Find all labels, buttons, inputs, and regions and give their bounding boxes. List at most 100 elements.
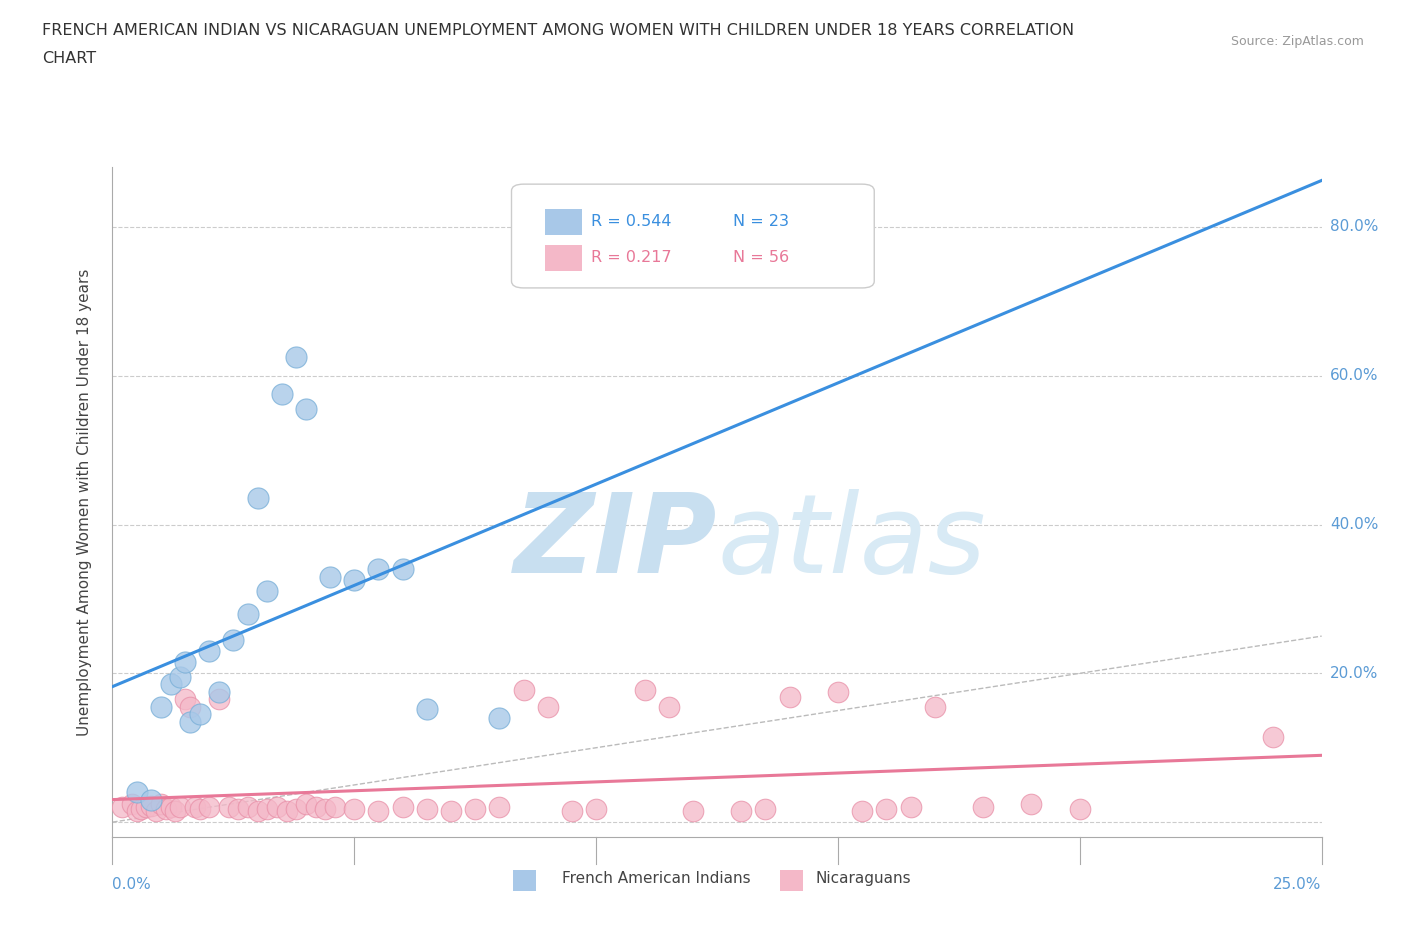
Point xyxy=(188,707,211,722)
Point xyxy=(179,714,201,729)
Point xyxy=(464,802,486,817)
Text: 0.0%: 0.0% xyxy=(112,877,152,892)
Bar xyxy=(546,246,582,271)
Point xyxy=(159,800,181,815)
Text: ZIP: ZIP xyxy=(513,489,717,596)
Text: atlas: atlas xyxy=(717,489,986,596)
Text: French American Indians: French American Indians xyxy=(562,871,751,886)
Point xyxy=(682,804,704,818)
Point xyxy=(198,800,221,815)
Point xyxy=(145,804,167,818)
Point xyxy=(256,802,278,817)
Text: 80.0%: 80.0% xyxy=(1330,219,1378,234)
Text: FRENCH AMERICAN INDIAN VS NICARAGUAN UNEMPLOYMENT AMONG WOMEN WITH CHILDREN UNDE: FRENCH AMERICAN INDIAN VS NICARAGUAN UNE… xyxy=(42,23,1074,38)
Point xyxy=(512,683,534,698)
Point xyxy=(149,699,172,714)
Text: 40.0%: 40.0% xyxy=(1330,517,1378,532)
Point xyxy=(440,804,463,818)
Point xyxy=(270,387,292,402)
Point xyxy=(174,692,197,707)
Point xyxy=(155,802,177,817)
Point xyxy=(141,798,163,813)
Point xyxy=(183,800,205,815)
Point xyxy=(179,699,201,714)
Text: Nicaraguans: Nicaraguans xyxy=(815,871,911,886)
Point xyxy=(285,802,308,817)
Text: CHART: CHART xyxy=(42,51,96,66)
FancyBboxPatch shape xyxy=(512,184,875,288)
Point xyxy=(1263,729,1285,744)
Point xyxy=(391,800,413,815)
Point xyxy=(416,802,439,817)
Y-axis label: Unemployment Among Women with Children Under 18 years: Unemployment Among Women with Children U… xyxy=(77,269,91,736)
Point xyxy=(169,800,191,815)
Point xyxy=(391,562,413,577)
Point xyxy=(266,800,288,815)
Point xyxy=(972,800,994,815)
Text: N = 23: N = 23 xyxy=(733,214,789,230)
Text: R = 0.217: R = 0.217 xyxy=(592,250,672,265)
Point xyxy=(125,804,148,818)
Point xyxy=(561,804,583,818)
Point xyxy=(416,701,439,716)
Point xyxy=(246,804,269,818)
Point xyxy=(851,804,873,818)
Point xyxy=(149,796,172,811)
Point xyxy=(295,796,318,811)
Point xyxy=(488,711,510,725)
Point xyxy=(730,804,752,818)
Point xyxy=(246,491,269,506)
Text: N = 56: N = 56 xyxy=(733,250,789,265)
Point xyxy=(208,684,231,699)
Point xyxy=(165,804,187,818)
Point xyxy=(169,670,191,684)
Point xyxy=(367,804,389,818)
Point xyxy=(256,584,278,599)
Point xyxy=(488,800,510,815)
Point xyxy=(121,796,143,811)
Point xyxy=(314,802,336,817)
Point xyxy=(198,644,221,658)
Point xyxy=(208,692,231,707)
Point xyxy=(924,699,946,714)
Text: 25.0%: 25.0% xyxy=(1274,877,1322,892)
Text: Source: ZipAtlas.com: Source: ZipAtlas.com xyxy=(1230,35,1364,48)
Point xyxy=(1069,802,1091,817)
Point xyxy=(585,802,607,817)
Text: 20.0%: 20.0% xyxy=(1330,666,1378,681)
Point xyxy=(658,699,681,714)
Point xyxy=(131,802,153,817)
Point xyxy=(323,800,346,815)
Point xyxy=(304,800,326,815)
Point xyxy=(276,804,298,818)
Point xyxy=(174,655,197,670)
Point xyxy=(236,606,259,621)
Point xyxy=(135,800,157,815)
Point xyxy=(633,683,655,698)
Point xyxy=(754,802,776,817)
Point xyxy=(222,632,245,647)
Point xyxy=(827,684,849,699)
Point xyxy=(1021,796,1043,811)
Point xyxy=(367,562,389,577)
Point xyxy=(188,802,211,817)
Point xyxy=(111,800,134,815)
Point xyxy=(125,785,148,800)
Point xyxy=(285,350,308,365)
Bar xyxy=(546,209,582,234)
Point xyxy=(226,802,249,817)
Point xyxy=(218,800,240,815)
Point xyxy=(141,792,163,807)
Point xyxy=(779,690,801,705)
Point xyxy=(900,800,922,815)
Text: 60.0%: 60.0% xyxy=(1330,368,1378,383)
Text: R = 0.544: R = 0.544 xyxy=(592,214,672,230)
Point xyxy=(343,802,366,817)
Point xyxy=(875,802,897,817)
Point xyxy=(319,569,342,584)
Point xyxy=(343,573,366,588)
Point xyxy=(295,402,318,417)
Point xyxy=(537,699,560,714)
Point xyxy=(159,677,181,692)
Point xyxy=(236,800,259,815)
